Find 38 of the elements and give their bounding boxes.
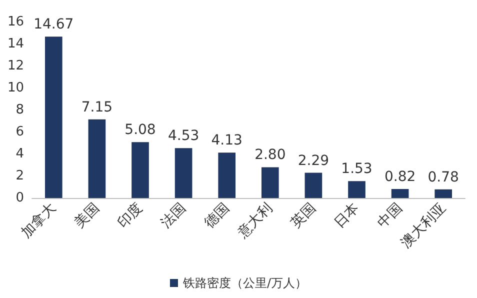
y-tick-label: 4	[16, 146, 24, 162]
bar	[44, 36, 62, 198]
data-label: 4.13	[211, 132, 242, 149]
x-tick-label: 美国	[71, 200, 103, 232]
bar	[348, 181, 366, 198]
x-tick-label: 印度	[114, 200, 146, 232]
data-label: 5.08	[124, 122, 156, 138]
bar	[174, 148, 192, 198]
x-tick-label: 法国	[158, 200, 190, 232]
bar	[218, 152, 236, 198]
y-tick-label: 0	[16, 190, 24, 206]
y-tick-label: 6	[16, 124, 24, 140]
legend-label: 铁路密度（公里/万人）	[182, 276, 308, 290]
y-tick-label: 2	[16, 168, 24, 184]
bar	[304, 172, 322, 198]
y-tick-label: 12	[7, 58, 24, 74]
x-tick-label: 日本	[331, 200, 362, 232]
data-label: 7.15	[81, 99, 113, 116]
data-label: 2.29	[298, 152, 330, 169]
data-label: 0.78	[428, 169, 459, 186]
y-tick-label: 14	[7, 36, 24, 52]
x-tick-label: 英国	[288, 200, 320, 232]
x-tick-label: 中国	[374, 200, 406, 232]
bar	[391, 188, 409, 198]
bar	[261, 167, 279, 198]
data-label: 4.53	[168, 128, 200, 144]
bar	[88, 119, 106, 198]
bar	[132, 142, 149, 198]
y-tick-label: 10	[7, 80, 24, 96]
y-tick-label: 8	[16, 102, 24, 118]
data-label: 14.67	[34, 16, 74, 33]
data-label: 2.80	[254, 147, 286, 164]
data-label: 1.53	[341, 161, 372, 178]
x-tick-label: 意大利	[234, 200, 276, 242]
data-label: 0.82	[384, 168, 416, 185]
y-tick-label: 16	[7, 14, 24, 30]
x-tick-label: 德国	[201, 200, 233, 232]
bar	[434, 189, 452, 198]
